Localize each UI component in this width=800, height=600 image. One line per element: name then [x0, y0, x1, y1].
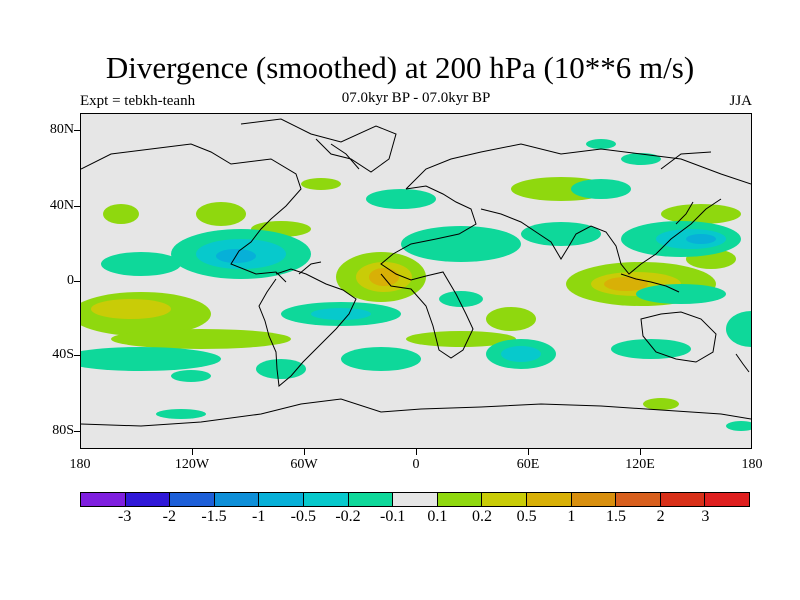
lat-tick: [74, 431, 80, 432]
color-scale-swatch: [526, 493, 572, 506]
color-scale-swatch: [214, 493, 260, 506]
experiment-label: Expt = tebkh-teanh: [80, 93, 196, 109]
map-panel: [80, 113, 752, 449]
color-scale-swatch: [660, 493, 706, 506]
lon-label-60e: 60E: [516, 457, 540, 472]
lat-label-0: 0: [67, 273, 74, 288]
lat-label-40s: 40S: [52, 347, 74, 362]
positive-divergence-areas: [81, 177, 741, 410]
color-scale-label: -0.1: [379, 508, 406, 525]
lon-label-180e: 180: [741, 457, 763, 472]
color-scale-label: 0.1: [427, 508, 448, 525]
lon-label-0: 0: [412, 457, 420, 472]
lon-label-120e: 120E: [625, 457, 655, 472]
lon-tick: [640, 449, 641, 455]
lon-label-120w: 120W: [174, 457, 210, 472]
lon-tick: [192, 449, 193, 455]
lon-label-60w: 60W: [290, 457, 318, 472]
lat-label-40n: 40N: [49, 198, 74, 213]
coastlines: [81, 118, 751, 427]
lat-tick: [74, 206, 80, 207]
color-scale-label: 0.2: [472, 508, 492, 525]
lon-tick: [304, 449, 305, 455]
color-scale-swatch: [482, 493, 527, 506]
plot-title: Divergence (smoothed) at 200 hPa (10**6 …: [105, 50, 695, 85]
color-scale-label: -3: [117, 508, 132, 525]
color-scale-label: 0.5: [516, 508, 537, 525]
season-label: JJA: [729, 93, 752, 109]
lat-tick: [74, 130, 80, 131]
color-scale-swatch: [125, 493, 171, 506]
color-scale-label: -1: [251, 508, 266, 525]
color-scale-bar: [80, 492, 750, 507]
lon-tick: [416, 449, 417, 455]
lat-label-80s: 80S: [52, 423, 74, 438]
color-scale-swatch: [81, 493, 126, 506]
color-scale-swatch: [170, 493, 215, 506]
negative-divergence-areas: [81, 139, 751, 431]
color-scale-label: 1.5: [606, 508, 626, 525]
lat-label-80n: 80N: [49, 122, 74, 137]
color-scale-label: -0.5: [290, 508, 316, 525]
color-scale-swatch: [437, 493, 483, 506]
color-scale-label: -1.5: [201, 508, 227, 525]
color-scale-label: 3: [701, 508, 710, 525]
color-scale-swatch: [348, 493, 394, 506]
color-scale-label: -0.2: [335, 508, 361, 525]
color-scale-swatch: [393, 493, 438, 506]
color-scale-swatch: [571, 493, 617, 506]
lon-tick: [528, 449, 529, 455]
color-scale-label: 1: [567, 508, 576, 525]
plot-subtitle: 07.0kyr BP - 07.0kyr BP: [341, 90, 491, 106]
color-scale-swatch: [259, 493, 304, 506]
color-scale-label: -2: [162, 508, 176, 525]
lon-label-180w: 180: [69, 457, 91, 472]
color-scale-swatch: [616, 493, 661, 506]
color-scale-swatch: [705, 493, 749, 506]
color-scale-swatch: [303, 493, 349, 506]
lat-tick: [74, 355, 80, 356]
divergence-map: [81, 118, 751, 431]
color-scale-label: 2: [656, 508, 665, 525]
lat-tick: [74, 281, 80, 282]
